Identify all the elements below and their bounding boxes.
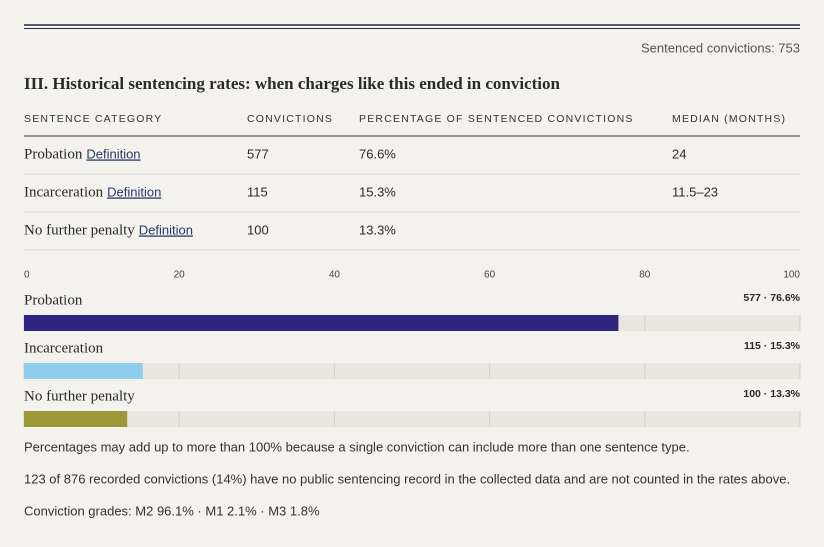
- bar-track: [24, 411, 800, 427]
- category: Probation: [24, 146, 83, 162]
- count-label: Sentenced convictions: 753: [641, 40, 800, 55]
- bar: [24, 315, 619, 331]
- convictions: 100: [247, 222, 269, 237]
- bar: [24, 363, 143, 379]
- median: 24: [672, 146, 686, 161]
- column-header: SENTENCE CATEGORY: [24, 113, 162, 125]
- x-tick-label: 20: [174, 270, 186, 281]
- bar-category: Incarceration: [24, 340, 104, 356]
- category: No further penalty: [24, 222, 135, 238]
- median: 11.5–23: [672, 184, 718, 199]
- note: Percentages may add up to more than 100%…: [24, 439, 690, 454]
- convictions: 115: [247, 184, 268, 199]
- percentage: 15.3%: [359, 184, 396, 199]
- x-tick-label: 60: [484, 270, 496, 281]
- x-tick-label: 100: [783, 270, 800, 281]
- column-header: CONVICTIONS: [247, 113, 333, 125]
- bar-category: No further penalty: [24, 388, 135, 404]
- column-header: PERCENTAGE OF SENTENCED CONVICTIONS: [359, 113, 634, 125]
- bar: [24, 411, 128, 427]
- percentage: 76.6%: [359, 146, 396, 161]
- convictions: 577: [247, 146, 269, 161]
- definition-link[interactable]: Definition: [86, 146, 140, 161]
- column-header: MEDIAN (MONTHS): [672, 113, 786, 125]
- x-tick-label: 0: [24, 270, 30, 281]
- category: Incarceration: [24, 184, 104, 200]
- x-tick-label: 80: [639, 270, 651, 281]
- note: Conviction grades: M2 96.1% · M1 2.1% · …: [24, 503, 320, 518]
- definition-link[interactable]: Definition: [107, 184, 161, 199]
- section-title: III. Historical sentencing rates: when c…: [24, 74, 561, 93]
- definition-link[interactable]: Definition: [139, 222, 193, 237]
- value-label: 100 · 13.3%: [743, 388, 800, 400]
- x-tick-label: 40: [329, 270, 341, 281]
- note: 123 of 876 recorded convictions (14%) ha…: [24, 471, 790, 486]
- percentage: 13.3%: [359, 222, 396, 237]
- value-label: 115 · 15.3%: [744, 340, 801, 352]
- bar-category: Probation: [24, 292, 83, 308]
- value-label: 577 · 76.6%: [743, 292, 800, 304]
- bar-track: [24, 363, 800, 379]
